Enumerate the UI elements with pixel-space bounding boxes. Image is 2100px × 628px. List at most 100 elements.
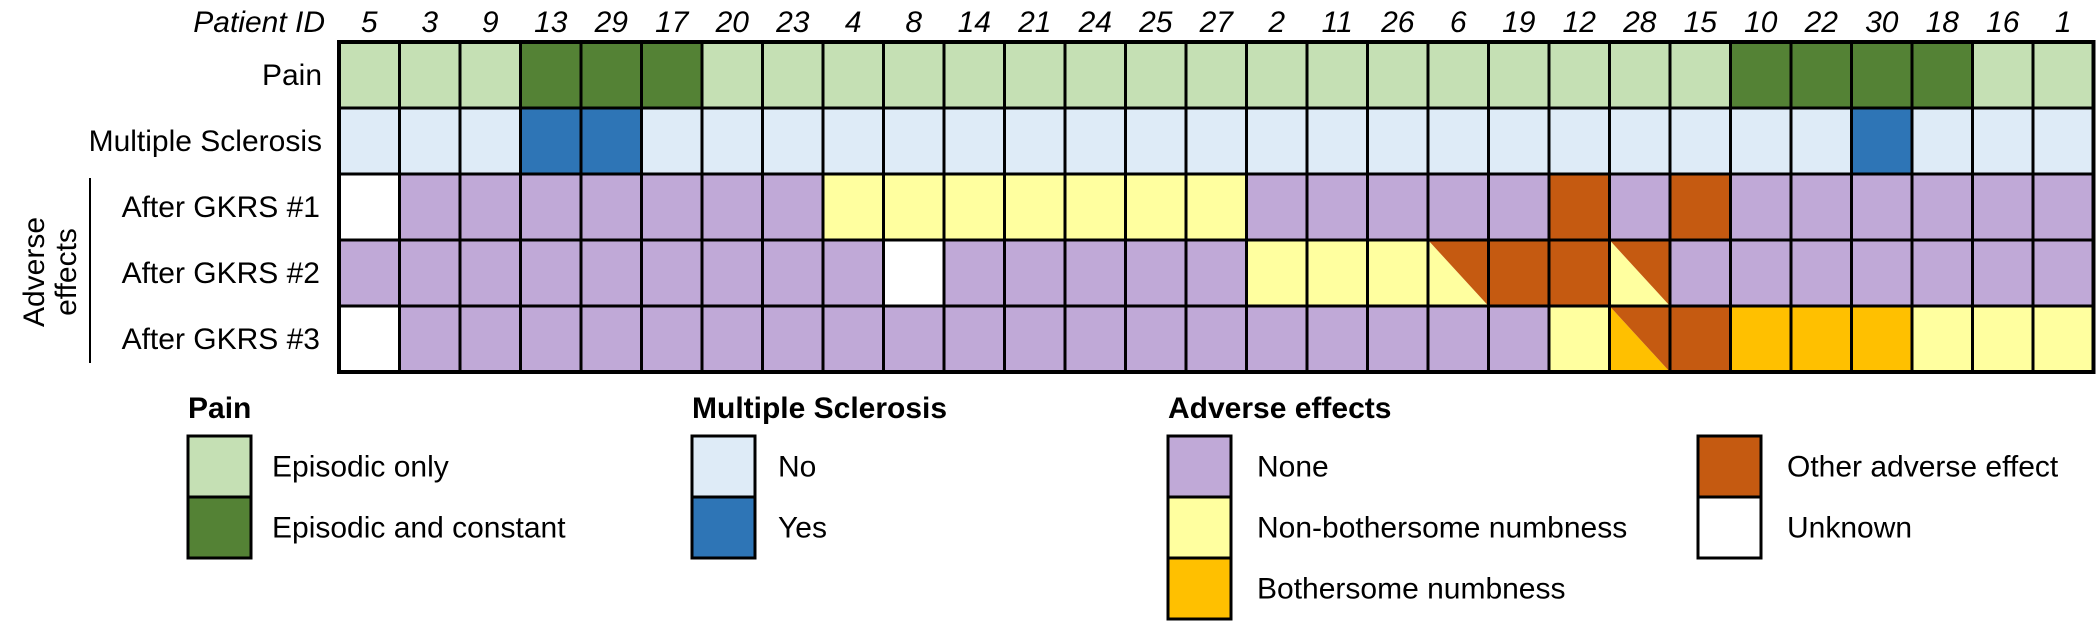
heatmap-cell (398, 238, 462, 308)
heatmap-cell (1971, 304, 2035, 374)
row-label: Pain (262, 59, 322, 92)
row-label: After GKRS #3 (122, 323, 320, 356)
patient-id-label: 11 (1322, 6, 1353, 39)
patient-id-label: 2 (1267, 6, 1285, 39)
heatmap-cell (761, 238, 825, 308)
patient-id-label: 27 (1199, 6, 1235, 39)
heatmap-cell (519, 238, 583, 308)
heatmap-cell (519, 106, 583, 176)
heatmap-cell (1184, 40, 1248, 110)
heatmap-cell (1608, 106, 1672, 176)
grid-outer-border (337, 40, 2096, 374)
legend-swatch (186, 434, 253, 499)
heatmap-cell (1245, 238, 1309, 308)
heatmap-cell (761, 40, 825, 110)
legend-swatch (1696, 495, 1763, 560)
heatmap-cell (1850, 304, 1914, 374)
heatmap-cell (1426, 40, 1490, 110)
heatmap-cell (458, 172, 522, 242)
legend-item-label: None (1257, 451, 1329, 484)
row-label: Multiple Sclerosis (89, 125, 322, 158)
heatmap-cell (1729, 238, 1793, 308)
heatmap-cell (761, 106, 825, 176)
heatmap-cell (1245, 40, 1309, 110)
legend-item-label: Episodic and constant (272, 512, 566, 545)
patient-id-label: 1 (2055, 6, 2072, 39)
heatmap-cell (1668, 40, 1732, 110)
patient-id-label: 18 (1926, 6, 1960, 39)
heatmap-cell (1487, 304, 1551, 374)
heatmap-cell (519, 304, 583, 374)
legend-item-label: Bothersome numbness (1257, 573, 1566, 606)
patient-id-label: 13 (534, 6, 568, 39)
heatmap-cell (1063, 172, 1127, 242)
heatmap-cell (2031, 304, 2095, 374)
heatmap-cell (942, 172, 1006, 242)
group-label-line: Adverse (18, 217, 51, 327)
heatmap-cell (1789, 172, 1853, 242)
heatmap-cell (458, 238, 522, 308)
patient-id-label: 23 (775, 6, 810, 39)
heatmap-cell (1366, 238, 1430, 308)
heatmap-cell (1305, 106, 1369, 176)
patient-id-label: 20 (715, 6, 750, 39)
legend-item-label: No (778, 451, 816, 484)
heatmap-cell (942, 106, 1006, 176)
heatmap-cell (882, 172, 946, 242)
heatmap-cell (1426, 304, 1490, 374)
heatmap-cell (1789, 106, 1853, 176)
heatmap-cell (1547, 304, 1611, 374)
heatmap-cell (1850, 106, 1914, 176)
heatmap-cell (337, 172, 401, 242)
patient-id-label: 21 (1017, 6, 1051, 39)
patient-id-label: 4 (845, 6, 862, 39)
heatmap-cell (1971, 238, 2035, 308)
cell-upper-triangle (1609, 240, 1670, 306)
heatmap-cell (337, 106, 401, 176)
heatmap-cell (942, 40, 1006, 110)
legend-title-ae: Adverse effects (1168, 392, 1391, 425)
heatmap-cell (1850, 40, 1914, 110)
cell-upper-triangle (1609, 306, 1670, 372)
legend-title-ms: Multiple Sclerosis (692, 392, 947, 425)
heatmap-cell (1366, 40, 1430, 110)
heatmap-cell (1910, 172, 1974, 242)
legend-swatch (1696, 434, 1763, 499)
legend-swatch (186, 495, 253, 560)
heatmap-cell (1063, 304, 1127, 374)
patient-id-label: 14 (958, 6, 991, 39)
heatmap-cell (821, 238, 885, 308)
patient-id-label: 26 (1380, 6, 1415, 39)
heatmap-cell (1003, 238, 1067, 308)
heatmap-cell (1971, 40, 2035, 110)
heatmap-cell (1124, 304, 1188, 374)
heatmap-cell (1245, 304, 1309, 374)
heatmap-cell (1245, 172, 1309, 242)
patient-id-label: 3 (421, 6, 438, 39)
heatmap-cell (821, 172, 885, 242)
patient-id-label: 5 (361, 6, 378, 39)
patient-id-label: 19 (1502, 6, 1536, 39)
heatmap-cell (579, 172, 643, 242)
heatmap-cell (1850, 238, 1914, 308)
heatmap-cell (1729, 106, 1793, 176)
heatmap-cell-split (1426, 238, 1490, 308)
legend-item-label: Unknown (1787, 512, 1912, 545)
heatmap-cell (821, 304, 885, 374)
heatmap-cell (1668, 304, 1732, 374)
patient-id-label: 15 (1684, 6, 1718, 39)
cell-upper-triangle (1428, 240, 1489, 306)
heatmap-cell (1003, 172, 1067, 242)
heatmap-cell (1487, 172, 1551, 242)
heatmap-cell (458, 40, 522, 110)
legend-title-pain: Pain (188, 392, 251, 425)
labels-layer: Pain Multiple Sclerosis After GKRS #1 After… (18, 59, 322, 363)
legend-swatch (1166, 556, 1233, 621)
patient-id-label: 25 (1138, 6, 1173, 39)
heatmap-cell (398, 106, 462, 176)
legend-item-label: Episodic only (272, 451, 449, 484)
heatmap-cell (1124, 172, 1188, 242)
heatmap-cell (882, 304, 946, 374)
heatmap-cell (821, 40, 885, 110)
heatmap-cell (1487, 40, 1551, 110)
